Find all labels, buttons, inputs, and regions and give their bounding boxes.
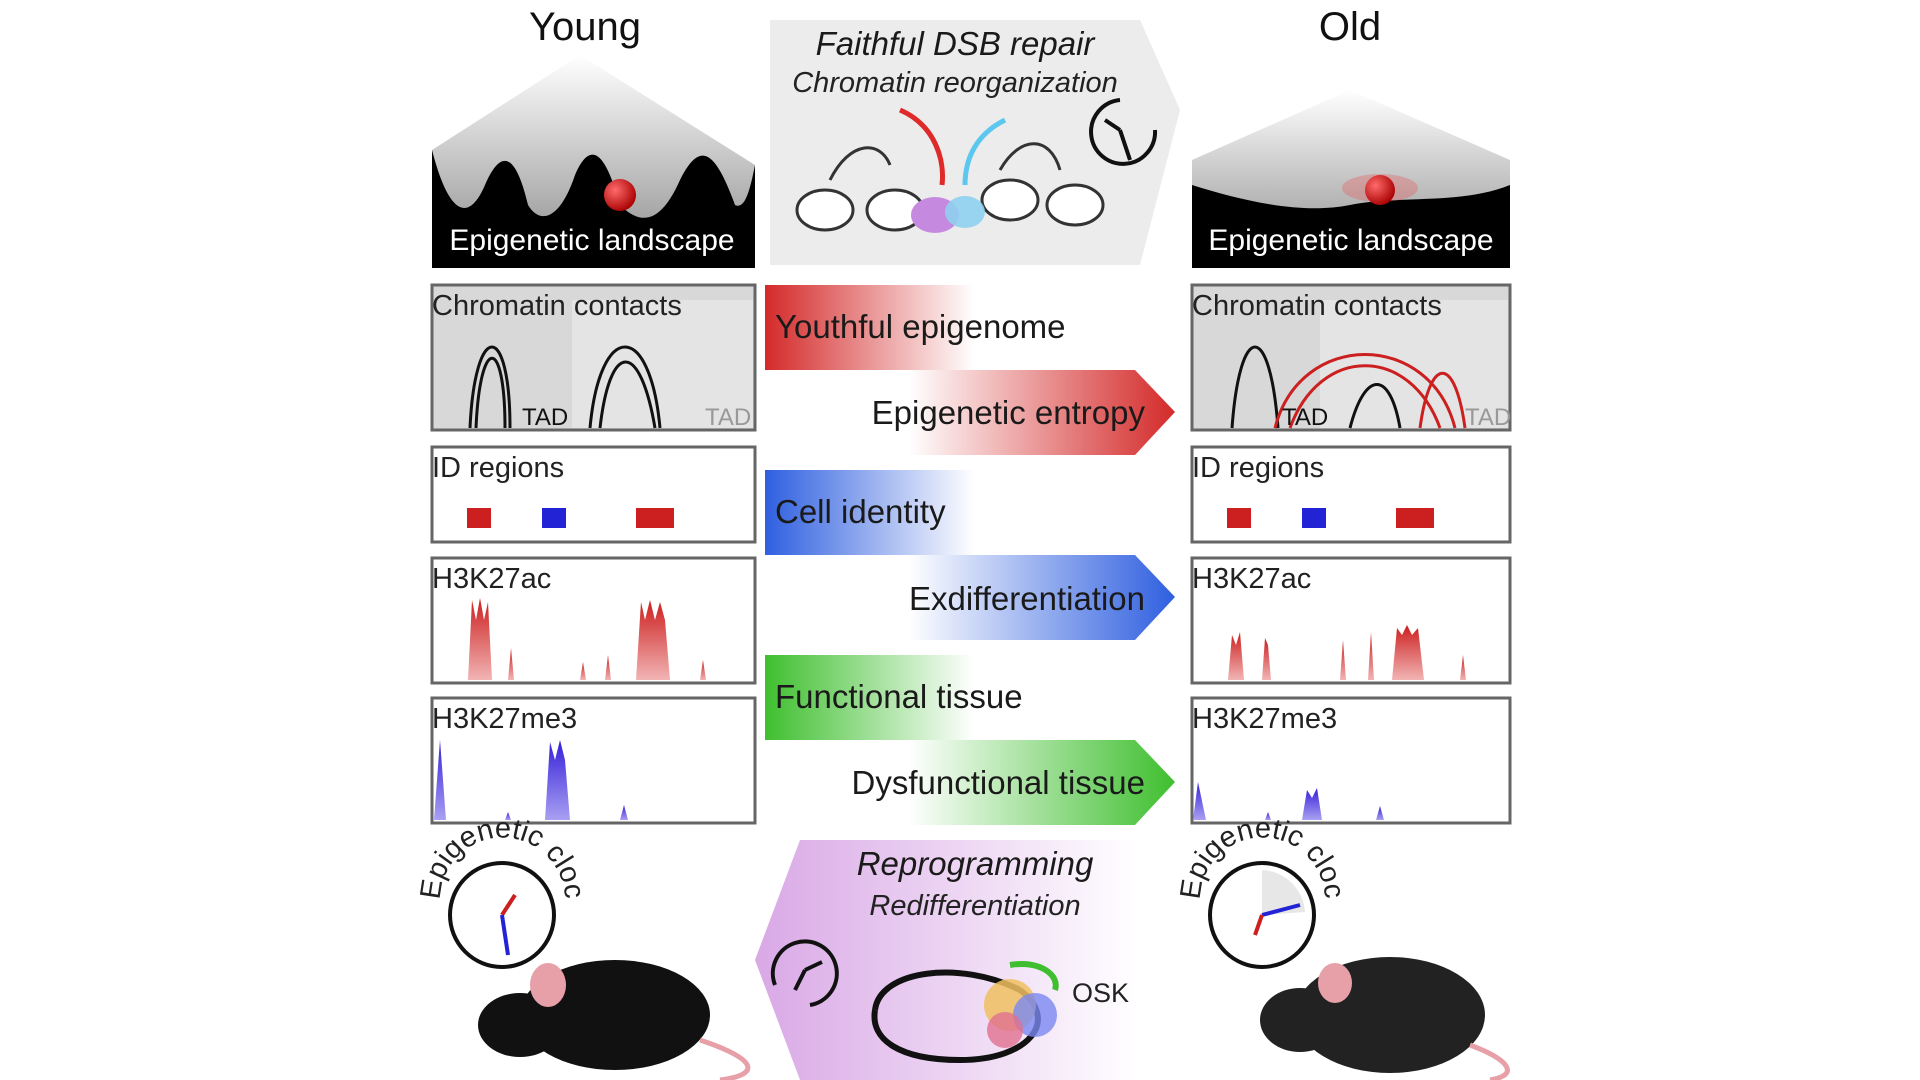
h3k27me3-young-label: H3K27me3: [432, 703, 577, 735]
id-regions-old-label: ID regions: [1192, 452, 1324, 484]
osk-label: OSK: [1072, 978, 1129, 1008]
mouse-young-icon: [478, 960, 751, 1080]
contacts-panel-young: Chromatin contacts TAD TAD: [430, 283, 757, 432]
h3k27ac-panel-young: H3K27ac: [430, 556, 757, 685]
h3k27me3-old-label: H3K27me3: [1192, 703, 1337, 735]
id-regions-young-label: ID regions: [432, 452, 564, 484]
landscape-old: Epigenetic landscape: [1192, 90, 1510, 268]
arrow-left-label: Functional tissue: [775, 678, 1023, 715]
arrow-right-label: Epigenetic entropy: [872, 394, 1146, 431]
clock-forward-icon: [1089, 98, 1158, 166]
reprogramming-line1: Reprogramming: [857, 845, 1094, 882]
tad-label: TAD: [1465, 404, 1511, 431]
landscape-young-label: Epigenetic landscape: [449, 224, 734, 257]
arrow-left-label: Youthful epigenome: [775, 308, 1066, 345]
dsb-repair-banner: Faithful DSB repair Chromatin reorganiza…: [770, 20, 1180, 265]
osk-factor: [987, 1012, 1023, 1048]
clock-hand-blue: [500, 914, 510, 956]
mouse-old-icon: [1260, 957, 1510, 1080]
arrow-pair-identity: Cell identity Exdifferentiation: [765, 470, 1175, 640]
contacts-panel-old: Chromatin contacts TAD TAD: [1190, 283, 1512, 432]
cell-state-ball: [604, 179, 636, 211]
id-regions-panel-young: ID regions: [430, 445, 757, 544]
banner-line1: Faithful DSB repair: [816, 25, 1097, 62]
h3k27ac-old-label: H3K27ac: [1192, 563, 1311, 595]
tad-label: TAD: [705, 404, 751, 431]
reprogramming-line2: Redifferentiation: [869, 890, 1080, 922]
arrow-pair-tissue: Functional tissue Dysfunctional tissue: [765, 655, 1175, 825]
cell-state-ball: [1365, 175, 1395, 205]
title-young: Young: [529, 5, 641, 49]
clock-reverse-icon: [770, 939, 839, 1007]
clock-hand-blue: [1261, 903, 1301, 917]
h3k27me3-panel-young: H3K27me3: [430, 696, 757, 825]
h3k27ac-panel-old: H3K27ac: [1190, 556, 1512, 685]
landscape-old-label: Epigenetic landscape: [1208, 224, 1493, 257]
arrow-pair-epigenome: Youthful epigenome Epigenetic entropy: [765, 285, 1175, 455]
blue-arrow-icon: [962, 117, 1007, 186]
clock-hand-red: [1253, 914, 1264, 936]
arrow-right-label: Exdifferentiation: [909, 580, 1145, 617]
osk-factor: [1013, 993, 1057, 1037]
id-regions-panel-old: ID regions: [1190, 445, 1512, 544]
banner-line2: Chromatin reorganization: [792, 67, 1118, 99]
repair-factor: [945, 196, 985, 228]
contact-arcs: [468, 345, 662, 429]
tad-label: TAD: [522, 404, 568, 431]
title-old: Old: [1319, 5, 1381, 49]
contact-arcs: [1230, 345, 1467, 429]
arrow-right-label: Dysfunctional tissue: [852, 764, 1145, 801]
arrow-left-label: Cell identity: [775, 493, 946, 530]
red-arrow-icon: [898, 107, 945, 186]
contacts-old-label: Chromatin contacts: [1192, 290, 1442, 322]
contacts-young-label: Chromatin contacts: [432, 290, 682, 322]
tad-label: TAD: [1282, 404, 1328, 431]
landscape-young: Epigenetic landscape: [432, 55, 755, 268]
clock-hand-red: [500, 893, 517, 917]
h3k27ac-young-label: H3K27ac: [432, 563, 551, 595]
reprogramming-banner: Reprogramming Redifferentiation OSK: [755, 840, 1180, 1080]
h3k27me3-panel-old: H3K27me3: [1190, 696, 1512, 825]
